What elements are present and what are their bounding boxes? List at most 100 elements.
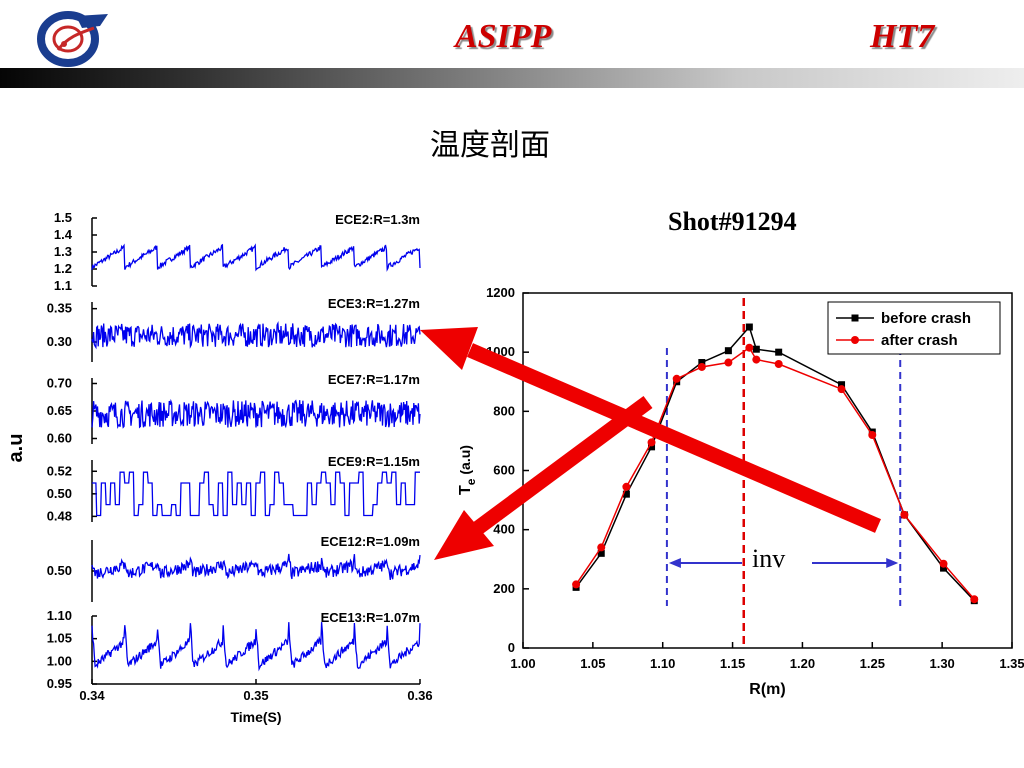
te-legend-box <box>827 301 1001 355</box>
ece-y-tick-label: 0.52 <box>47 463 72 478</box>
arrow-to-ece3-head <box>420 327 478 370</box>
te-legend: before crash after crash <box>827 301 1001 355</box>
te-point-square <box>597 549 605 557</box>
ece-y-tick-label: 1.05 <box>47 631 72 646</box>
inv-arrowhead-left <box>668 558 681 568</box>
te-legend-marker <box>851 336 859 344</box>
te-point-square <box>648 443 656 451</box>
te-point-circle <box>724 358 733 367</box>
ece-y-tick-label: 0.50 <box>47 563 72 578</box>
ece-panel: 1.10 1.05 1.00 0.95 ECE13:R=1.07m <box>47 608 421 691</box>
te-point-square <box>838 381 846 389</box>
header-divider-band <box>0 68 1024 88</box>
te-y-tick-label: 600 <box>493 463 515 478</box>
ece-panel-label: ECE12:R=1.09m <box>321 534 420 549</box>
arrow-to-ece12-head <box>434 510 494 560</box>
header-asipp: ASIPP <box>455 18 552 55</box>
asipp-logo <box>28 6 118 68</box>
ece-trace <box>91 243 421 272</box>
ece-panel: 0.35 0.30 ECE3:R=1.27m <box>47 296 421 362</box>
ece-y-tick-label: 0.95 <box>47 676 72 691</box>
annotation-arrows <box>420 327 881 560</box>
ece-y-tick-label: 1.1 <box>54 278 72 293</box>
te-point-circle <box>622 482 631 491</box>
te-point-circle <box>745 343 754 352</box>
arrow-to-ece12-shaft <box>473 395 653 535</box>
shot-label: Shot#91294 <box>668 207 797 236</box>
te-point-circle <box>672 374 681 383</box>
te-point-square <box>940 564 948 572</box>
ece-trace <box>91 398 421 429</box>
ece-trace <box>91 553 421 580</box>
te-point-circle <box>900 510 909 519</box>
ece-y-tick-label: 1.5 <box>54 210 72 225</box>
logo-graphic <box>37 11 108 67</box>
ece-x-tick-label: 0.36 <box>407 688 432 703</box>
ece-panel: 1.5 1.4 1.3 1.2 1.1 ECE2:R=1.3m <box>54 210 421 293</box>
te-x-tick-label: 1.00 <box>510 656 535 671</box>
ece-panel-label: ECE2:R=1.3m <box>335 212 420 227</box>
ece-y-tick-label: 1.4 <box>54 227 73 242</box>
te-point-square <box>724 347 732 355</box>
ece-trace <box>92 471 420 517</box>
inv-label: inv <box>752 544 785 573</box>
te-point-square <box>775 348 783 356</box>
ece-y-axis-title: a.u <box>5 434 27 463</box>
te-point-circle <box>939 559 948 568</box>
te-x-tick-label: 1.20 <box>790 656 815 671</box>
te-point-square <box>622 490 630 498</box>
te-point-square <box>745 323 753 331</box>
te-point-square <box>752 345 760 353</box>
ece-panel-label: ECE9:R=1.15m <box>328 454 420 469</box>
te-legend-label: after crash <box>881 332 958 349</box>
ece-panel: 0.52 0.50 0.48 ECE9:R=1.15m <box>47 454 420 523</box>
te-x-tick-label: 1.30 <box>929 656 954 671</box>
ece-panel-label: ECE3:R=1.27m <box>328 296 420 311</box>
te-legend-label: before crash <box>881 310 971 327</box>
te-y-tick-label: 200 <box>493 581 515 596</box>
ece-y-tick-label: 0.65 <box>47 403 72 418</box>
ece-x-axis-title: Time(S) <box>230 709 281 725</box>
te-point-circle <box>752 355 761 364</box>
te-series-after-crash <box>572 343 979 604</box>
te-y-tick-label: 0 <box>508 640 515 655</box>
te-x-axis-title: R(m) <box>749 681 785 698</box>
ece-y-tick-label: 0.35 <box>47 301 72 316</box>
te-point-square <box>698 359 706 367</box>
te-y-tick-label: 400 <box>493 522 515 537</box>
ece-x-tick-label: 0.34 <box>79 688 105 703</box>
te-y-axis-title: Te (a.u) <box>457 445 478 495</box>
ece-trace <box>91 622 421 672</box>
te-point-circle <box>868 431 877 439</box>
te-x-tick-label: 1.10 <box>650 656 675 671</box>
te-legend-marker <box>851 314 859 322</box>
inv-arrowhead-right <box>886 558 899 568</box>
header-ht7: HT7 <box>870 18 935 55</box>
ece-y-tick-label: 1.3 <box>54 244 72 259</box>
te-point-circle <box>697 362 706 371</box>
ece-x-tick-label: 0.35 <box>243 688 268 703</box>
ece-y-tick-label: 0.60 <box>47 431 72 446</box>
te-point-circle <box>970 595 979 604</box>
te-y-tick-label: 1200 <box>486 285 515 300</box>
ece-y-tick-label: 1.00 <box>47 653 72 668</box>
ece-y-tick-label: 0.30 <box>47 334 72 349</box>
te-y-tick-label: 800 <box>493 403 515 418</box>
te-point-circle <box>837 385 846 394</box>
ece-panel: 0.70 0.65 0.60 ECE7:R=1.17m <box>47 372 421 446</box>
ece-y-tick-label: 0.48 <box>47 508 72 523</box>
te-x-tick-label: 1.05 <box>580 656 605 671</box>
te-point-circle <box>572 580 581 589</box>
ece-time-traces: 1.5 1.4 1.3 1.2 1.1 ECE2:R=1.3m 0.35 0.30 ECE3:R… <box>5 210 433 725</box>
ece-y-tick-label: 1.10 <box>47 608 72 623</box>
ece-trace <box>91 321 421 350</box>
ece-panel-label: ECE7:R=1.17m <box>328 372 420 387</box>
ece-y-tick-label: 0.50 <box>47 486 72 501</box>
slide-title: 温度剖面 <box>430 128 550 163</box>
te-x-tick-label: 1.35 <box>999 656 1024 671</box>
arrow-to-ece3-shaft <box>467 343 881 533</box>
ece-y-tick-label: 0.70 <box>47 376 72 391</box>
te-x-tick-label: 1.25 <box>860 656 885 671</box>
